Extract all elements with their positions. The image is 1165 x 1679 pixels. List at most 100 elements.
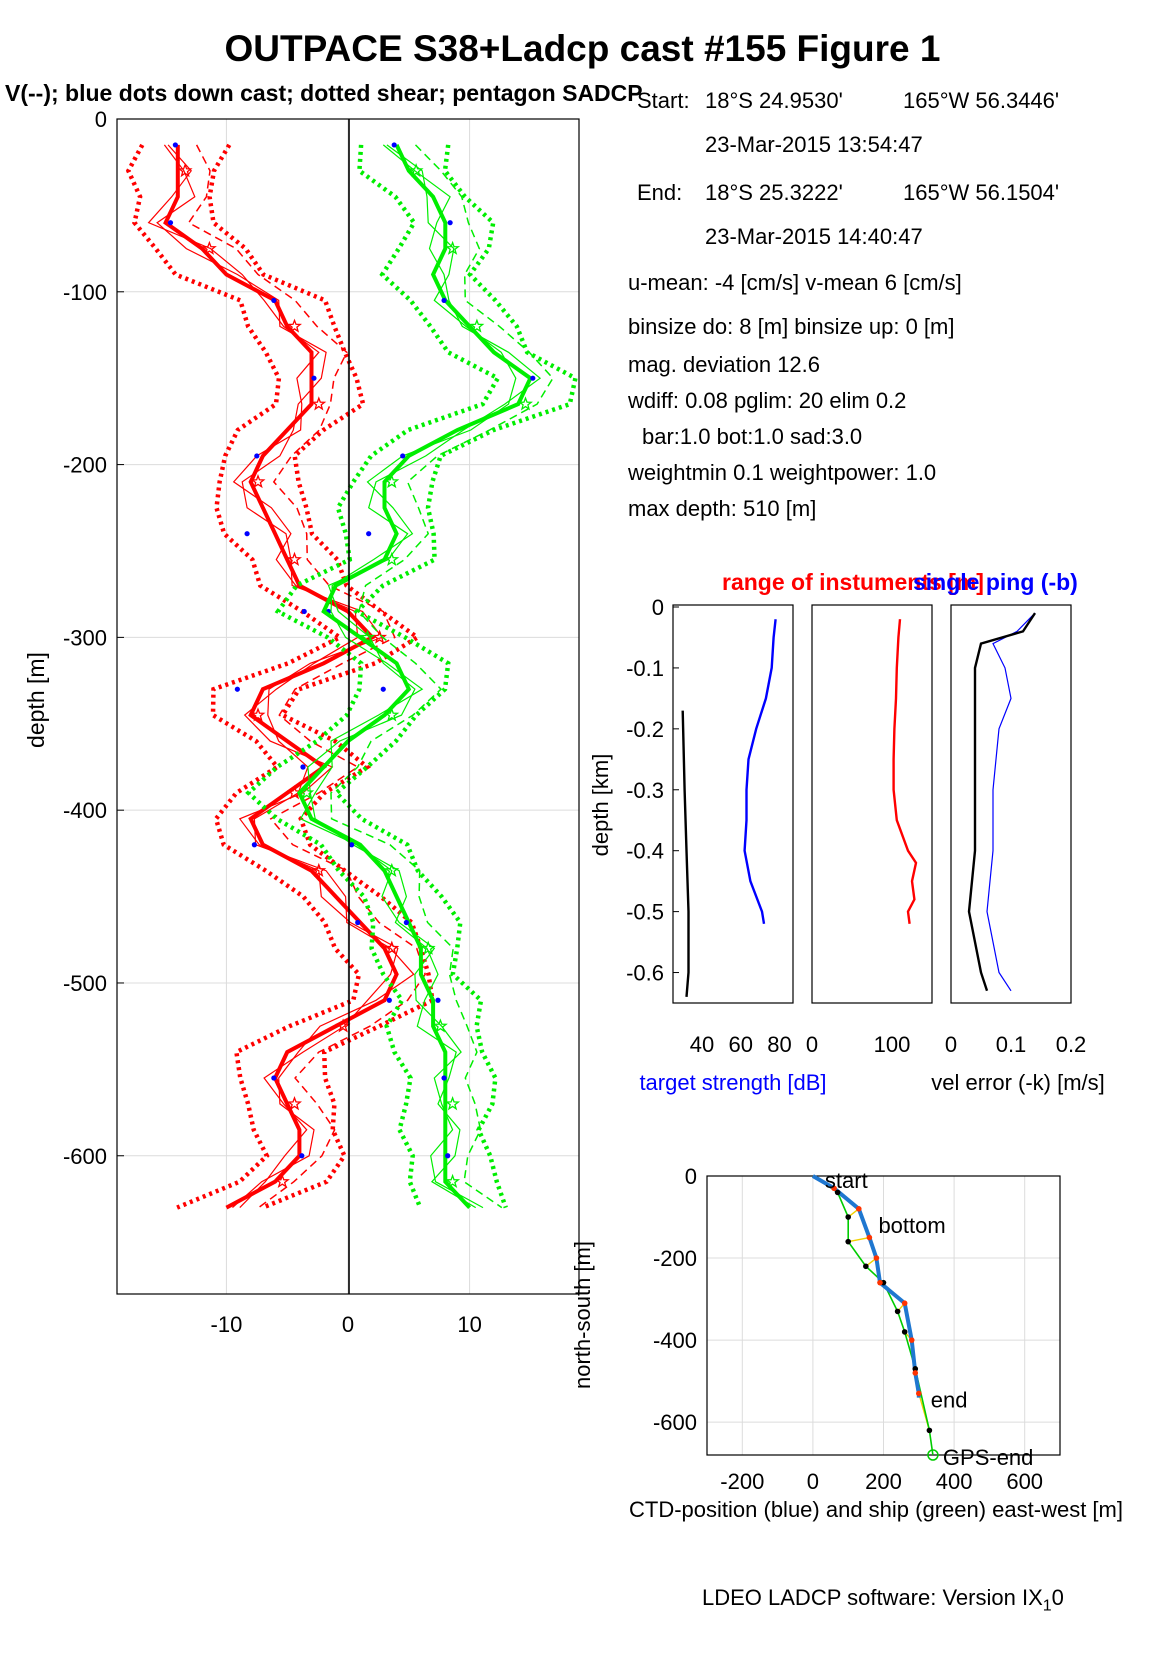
downcast-dot-v (447, 220, 453, 226)
main-panel-frame (116, 118, 580, 1295)
main-ytick-label: -300 (63, 625, 107, 650)
downcast-dot-v (301, 608, 307, 615)
downcast-dot-u (271, 297, 277, 304)
pos-ytick-label: -600 (653, 1410, 697, 1435)
position-label-start: start (825, 1168, 868, 1193)
sadcp-marker-u (250, 474, 266, 489)
small-ytick-label: -0.3 (626, 778, 664, 803)
ctd-position-dot (866, 1234, 873, 1241)
position-panel-frame (706, 1175, 1061, 1456)
position-panel-grid (707, 1175, 1060, 1455)
small-panel-series-line (681, 710, 690, 997)
small-panel-ticks: 0 -0.1 -0.2 -0.3 -0.4 -0.5 -0.6 40 60 80 0 100 0 0.1 0… (626, 595, 1086, 1057)
small-ylabel: depth [km] (588, 754, 613, 857)
small-xtick-label: 60 (728, 1032, 752, 1057)
main-ytick-label: -100 (63, 280, 107, 305)
pos-xtick-label: 0 (807, 1469, 819, 1494)
main-ylabel: depth [m] (23, 652, 49, 748)
sadcp-marker-v (359, 629, 376, 644)
main-panel-grid (117, 118, 579, 1294)
main-ytick-label: -200 (63, 453, 107, 478)
shear-envelope-v (245, 144, 501, 1209)
ship-position-dot (845, 1214, 851, 1220)
sadcp-marker-v (299, 784, 315, 800)
sadcp-marker-u (201, 240, 217, 255)
downcast-dot-v (349, 842, 355, 848)
main-panel-series (125, 142, 578, 1210)
pos-xtick-label: 600 (1006, 1469, 1043, 1494)
ctd-track (811, 1174, 921, 1398)
downcast-dot-v (391, 142, 397, 148)
downcast-dot-u (299, 1153, 305, 1159)
downcast-dot-u (355, 919, 361, 926)
downcast-dot-u (244, 531, 250, 537)
position-xlabel: CTD-position (blue) and ship (green) eas… (629, 1497, 1123, 1522)
range-title: range of instuments [m] (722, 569, 984, 595)
main-xtick-label: -10 (211, 1312, 243, 1337)
ship-position-dot (912, 1366, 919, 1372)
ctd-position-dot (901, 1300, 908, 1306)
sadcp-marker-u (287, 1096, 302, 1111)
sadcp-marker-v (518, 396, 533, 411)
bar-settings: bar:1.0 bot:1.0 sad:3.0 (642, 424, 863, 449)
sadcp-marker-v (384, 551, 400, 567)
ctd-position-dot (908, 1337, 915, 1343)
ship-position-dot (926, 1427, 933, 1434)
range-panel (811, 604, 933, 1004)
profile-mean-v (297, 144, 533, 1209)
position-label-bottom: bottom (878, 1213, 945, 1238)
ctd-position-dot (855, 1206, 862, 1212)
start-lon: 165°W 56.3446' (903, 88, 1060, 113)
position-connector (848, 1236, 870, 1243)
pos-xtick-label: 400 (936, 1469, 973, 1494)
small-ytick-label: -0.2 (626, 717, 664, 742)
start-time: 23-Mar-2015 13:54:47 (705, 132, 923, 157)
small-panel-series-line (967, 612, 1037, 992)
small-ytick-label: -0.1 (626, 656, 664, 681)
small-panel-series-line (986, 612, 1036, 992)
sadcp-marker-u (311, 862, 327, 877)
pos-ytick-label: -400 (653, 1328, 697, 1353)
target-strength-xlabel: target strength [dB] (639, 1070, 826, 1095)
sadcp-marker-u (311, 396, 327, 411)
ship-position-dot (863, 1263, 869, 1270)
downcast-dot-v (445, 1153, 451, 1159)
ship-position-dot (901, 1329, 908, 1335)
end-label: End: (637, 180, 683, 205)
small-ytick-label: -0.4 (626, 839, 664, 864)
ctd-position-dot (916, 1390, 922, 1397)
sadcp-marker-u (287, 318, 302, 333)
software-version: LDEO LADCP software: Version IX10 (702, 1585, 1064, 1615)
sadcp-marker-v (432, 1018, 448, 1033)
downcast-dot-u (271, 1075, 277, 1081)
profile-thin-u (156, 144, 415, 1209)
sadcp-marker-v (384, 707, 400, 722)
ctd-position-dot (912, 1370, 919, 1376)
downcast-dot-v (300, 764, 306, 770)
sadcp-marker-v (408, 162, 424, 178)
ctd-position-dot (877, 1279, 883, 1286)
target-strength-panel (672, 604, 794, 1004)
downcast-dot-u (167, 220, 174, 226)
pos-ytick-label: -200 (653, 1246, 697, 1271)
pos-xtick-label: -200 (720, 1469, 764, 1494)
downcast-dot-u (254, 453, 260, 459)
downcast-dot-u (251, 842, 257, 848)
shear-envelope-v (332, 144, 578, 1209)
small-panel-series-line (743, 619, 777, 924)
main-xtick-label: 0 (342, 1312, 354, 1337)
sadcp-marker-v (445, 1173, 461, 1189)
main-ytick-label: -500 (63, 971, 107, 996)
downcast-dot-v (366, 531, 372, 537)
downcast-dot-v (441, 1075, 447, 1081)
small-panel-series-line (892, 619, 918, 924)
ctd-position-dot (831, 1185, 837, 1192)
ship-position-dot (894, 1308, 901, 1315)
small-panel-series (681, 612, 1037, 997)
figure-title: OUTPACE S38+Ladcp cast #155 Figure 1 (224, 28, 941, 69)
ctd-position-dot (873, 1255, 880, 1261)
velocity-means: u-mean: -4 [cm/s] v-mean 6 [cm/s] (628, 270, 962, 295)
figure-subtitle: V(--); blue dots down cast; dotted shear… (5, 80, 643, 106)
single-ping-title: single ping (-b) (913, 569, 1078, 595)
small-xtick-label: 0.1 (996, 1032, 1027, 1057)
